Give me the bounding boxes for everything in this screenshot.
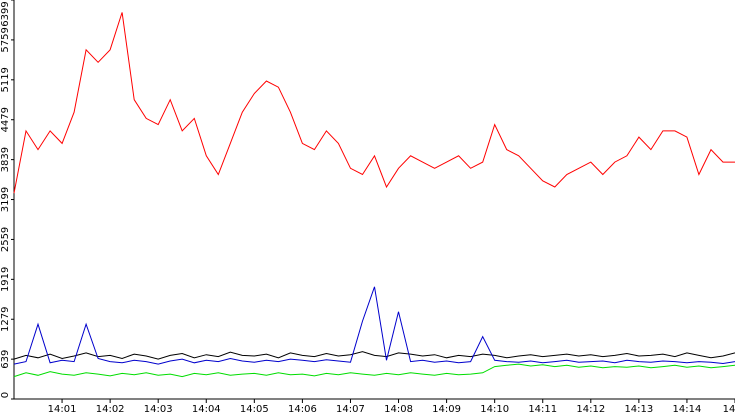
y-tick-label: 1279 bbox=[0, 307, 11, 332]
y-tick-label: 2559 bbox=[0, 227, 11, 252]
series-line bbox=[13, 286, 735, 365]
x-tick-label: 14:08 bbox=[384, 404, 413, 415]
y-tick-label: 0 bbox=[0, 392, 11, 398]
y-tick-label: 639 bbox=[0, 350, 11, 369]
x-tick-label: 14:03 bbox=[144, 404, 173, 415]
x-tick-label: 14:01 bbox=[48, 404, 77, 415]
y-tick-label: 3199 bbox=[0, 187, 11, 212]
series-line bbox=[13, 363, 735, 378]
x-tick-label: 14:12 bbox=[576, 404, 605, 415]
y-tick-label: 5759 bbox=[0, 27, 11, 52]
x-tick-label: 14 bbox=[723, 404, 735, 415]
series-line bbox=[13, 351, 735, 360]
x-tick-label: 14:14 bbox=[673, 404, 702, 415]
y-tick-label: 1919 bbox=[0, 267, 11, 292]
x-tick-label: 14:10 bbox=[480, 404, 509, 415]
y-tick-label: 6399 bbox=[0, 1, 11, 26]
x-tick-label: 14:05 bbox=[240, 404, 269, 415]
x-tick-label: 14:07 bbox=[336, 404, 365, 415]
x-tick-label: 14:13 bbox=[624, 404, 653, 415]
y-tick-label: 3839 bbox=[0, 147, 11, 172]
x-tick-label: 14:04 bbox=[192, 404, 221, 415]
y-tick-label: 4479 bbox=[0, 107, 11, 132]
x-tick-label: 14:02 bbox=[96, 404, 125, 415]
y-tick-label: 5119 bbox=[0, 67, 11, 92]
series-line bbox=[13, 12, 735, 194]
x-tick-label: 14:06 bbox=[288, 404, 317, 415]
x-tick-label: 14:09 bbox=[432, 404, 461, 415]
x-tick-label: 14:11 bbox=[528, 404, 557, 415]
